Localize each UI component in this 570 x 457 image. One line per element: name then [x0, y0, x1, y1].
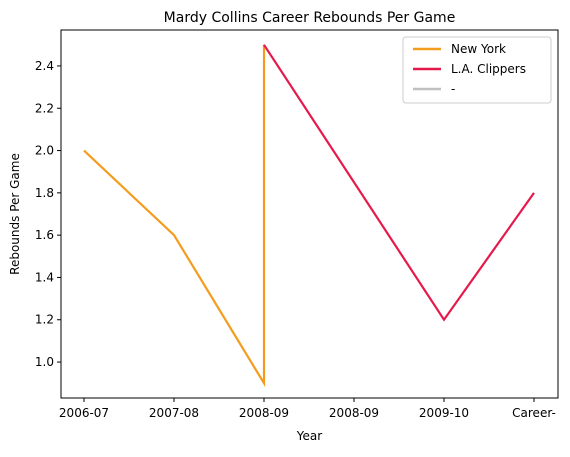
- y-tick-label: 2.4: [35, 59, 54, 73]
- y-tick-label: 1.0: [35, 355, 54, 369]
- legend-label: New York: [451, 42, 506, 56]
- chart-title: Mardy Collins Career Rebounds Per Game: [164, 10, 456, 26]
- y-tick-label: 1.4: [35, 270, 54, 284]
- x-tick-label: 2008-09: [239, 406, 289, 420]
- x-tick-label: 2006-07: [59, 406, 109, 420]
- x-tick-label: 2008-09: [329, 406, 379, 420]
- y-axis-label: Rebounds Per Game: [8, 153, 22, 275]
- y-tick-label: 2.0: [35, 144, 54, 158]
- x-tick-label: 2009-10: [419, 406, 469, 420]
- legend: New York L.A. Clippers -: [403, 37, 551, 103]
- x-axis-label: Year: [296, 429, 322, 443]
- x-tick-label: 2007-08: [149, 406, 199, 420]
- legend-label: L.A. Clippers: [451, 62, 526, 76]
- x-tick-label: Career-: [512, 406, 556, 420]
- y-tick-label: 1.2: [35, 313, 54, 327]
- y-tick-label: 1.6: [35, 228, 54, 242]
- legend-label: -: [451, 82, 455, 96]
- y-tick-label: 1.8: [35, 186, 54, 200]
- y-tick-label: 2.2: [35, 101, 54, 115]
